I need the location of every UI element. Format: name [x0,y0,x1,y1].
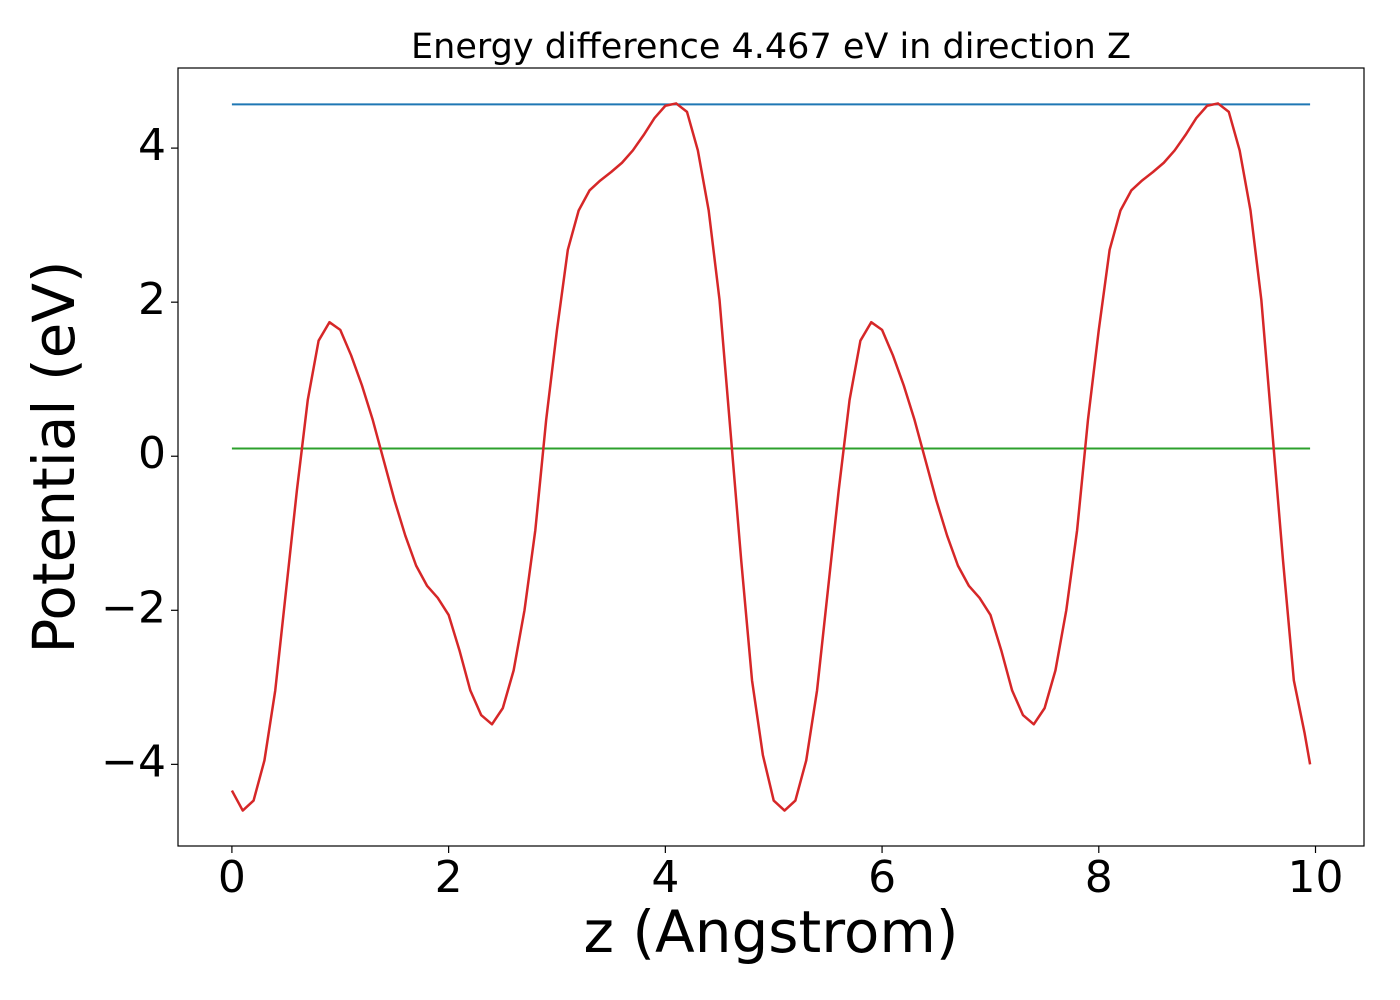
y-tick-label: 0 [138,428,166,479]
x-tick-label: 4 [651,852,679,903]
y-axis-label: Potential (eV) [20,260,88,653]
plot-frame [177,67,1365,847]
chart-title: Energy difference 4.467 eV in direction … [411,27,1131,67]
x-tick-label: 8 [1085,852,1113,903]
x-axis-label: z (Angstrom) [584,898,959,966]
x-tick-label: 0 [218,852,246,903]
data-line [230,102,1312,812]
y-tick-label: −2 [101,582,166,633]
y-tick-label: 2 [138,274,166,325]
x-tick-label: 6 [868,852,896,903]
y-tick-label: 4 [138,120,166,171]
x-tick-label: 10 [1288,852,1344,903]
y-tick-label: −4 [101,736,166,787]
x-tick-label: 2 [435,852,463,903]
